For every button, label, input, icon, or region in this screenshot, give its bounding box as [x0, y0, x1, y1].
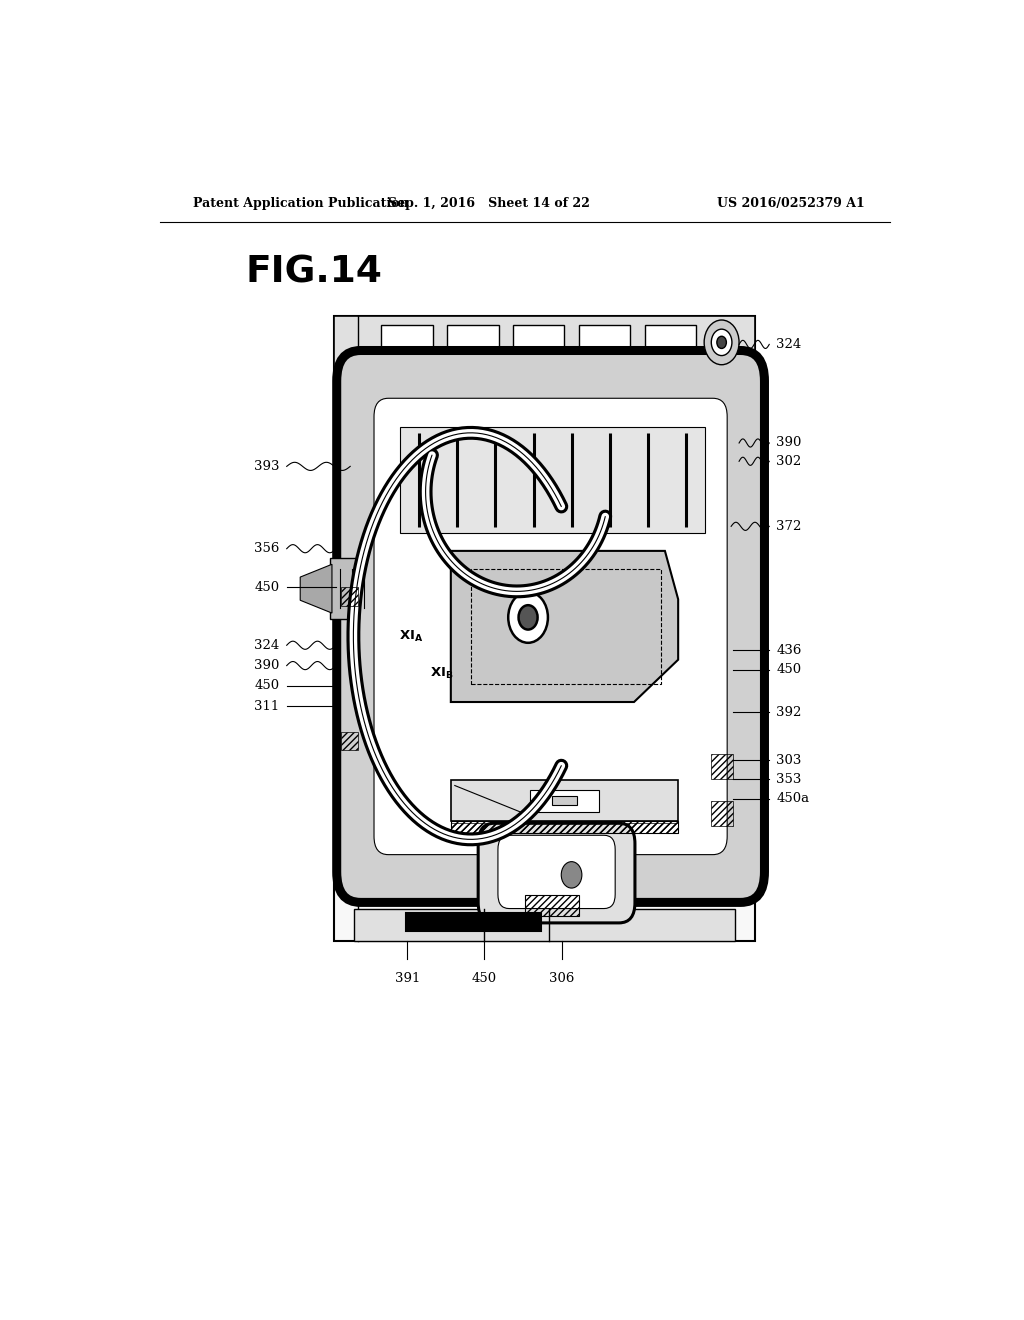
Bar — [331, 558, 359, 619]
Bar — [400, 426, 705, 533]
Circle shape — [717, 337, 726, 348]
Bar — [406, 912, 541, 931]
Bar — [341, 587, 358, 606]
Circle shape — [561, 862, 582, 888]
Text: 306: 306 — [550, 972, 574, 985]
Text: 390: 390 — [254, 659, 280, 672]
Text: 450: 450 — [254, 680, 280, 693]
Bar — [711, 801, 733, 826]
Text: 391: 391 — [394, 972, 420, 985]
Bar — [451, 824, 678, 833]
Text: $\mathbf{XI}_\mathbf{B}$: $\mathbf{XI}_\mathbf{B}$ — [430, 667, 454, 681]
Bar — [451, 821, 678, 833]
Text: 450: 450 — [472, 972, 497, 985]
Bar — [524, 895, 579, 916]
Circle shape — [518, 605, 538, 630]
Text: 353: 353 — [776, 774, 802, 785]
Polygon shape — [300, 564, 332, 612]
Bar — [471, 569, 660, 684]
Text: 311: 311 — [254, 700, 280, 713]
Text: 303: 303 — [776, 754, 802, 767]
Polygon shape — [451, 550, 678, 702]
Text: 302: 302 — [776, 455, 802, 467]
Bar — [552, 796, 577, 805]
Text: 436: 436 — [776, 644, 802, 657]
Text: 450: 450 — [776, 663, 802, 676]
FancyBboxPatch shape — [374, 399, 727, 854]
Bar — [334, 315, 755, 941]
Text: US 2016/0252379 A1: US 2016/0252379 A1 — [717, 197, 864, 210]
Text: 390: 390 — [776, 437, 802, 450]
Bar — [381, 325, 432, 359]
Bar — [354, 908, 735, 941]
Bar — [447, 325, 499, 359]
Text: 372: 372 — [776, 520, 802, 533]
Text: FIG.14: FIG.14 — [246, 255, 382, 290]
Text: 393: 393 — [254, 459, 280, 473]
Bar — [451, 780, 678, 821]
Text: 450a: 450a — [776, 792, 810, 805]
Bar — [711, 754, 733, 779]
Circle shape — [712, 329, 732, 355]
Bar — [645, 325, 696, 359]
FancyBboxPatch shape — [498, 836, 615, 908]
Text: 356: 356 — [254, 543, 280, 556]
FancyBboxPatch shape — [478, 824, 635, 923]
Bar — [341, 731, 358, 750]
Circle shape — [705, 319, 739, 364]
Bar — [530, 789, 599, 812]
Bar — [513, 325, 564, 359]
Circle shape — [508, 591, 548, 643]
Text: 324: 324 — [254, 639, 280, 652]
FancyBboxPatch shape — [337, 351, 765, 903]
Text: $\mathbf{XI}_\mathbf{A}$: $\mathbf{XI}_\mathbf{A}$ — [399, 628, 424, 644]
Text: Sep. 1, 2016   Sheet 14 of 22: Sep. 1, 2016 Sheet 14 of 22 — [388, 197, 590, 210]
Text: 392: 392 — [776, 706, 802, 719]
Text: Patent Application Publication: Patent Application Publication — [194, 197, 409, 210]
Text: 450: 450 — [254, 581, 280, 594]
Text: 324: 324 — [776, 338, 802, 351]
Bar — [579, 325, 630, 359]
Bar — [334, 315, 755, 368]
